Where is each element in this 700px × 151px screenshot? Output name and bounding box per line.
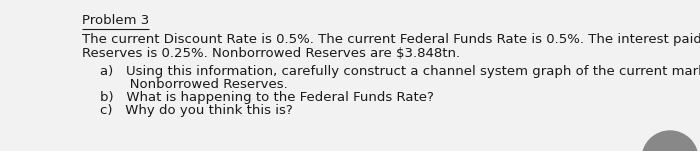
Text: The current Discount Rate is 0.5%. The current Federal Funds Rate is 0.5%. The i: The current Discount Rate is 0.5%. The c… — [82, 33, 700, 46]
Circle shape — [642, 131, 698, 151]
Text: Nonborrowed Reserves.: Nonborrowed Reserves. — [100, 78, 288, 91]
Text: b)   What is happening to the Federal Funds Rate?: b) What is happening to the Federal Fund… — [100, 91, 434, 104]
Text: Reserves is 0.25%. Nonborrowed Reserves are $3.848tn.: Reserves is 0.25%. Nonborrowed Reserves … — [82, 47, 460, 60]
Text: c)   Why do you think this is?: c) Why do you think this is? — [100, 104, 293, 117]
Text: Problem 3: Problem 3 — [82, 14, 149, 27]
Text: a)   Using this information, carefully construct a channel system graph of the c: a) Using this information, carefully con… — [100, 65, 700, 78]
